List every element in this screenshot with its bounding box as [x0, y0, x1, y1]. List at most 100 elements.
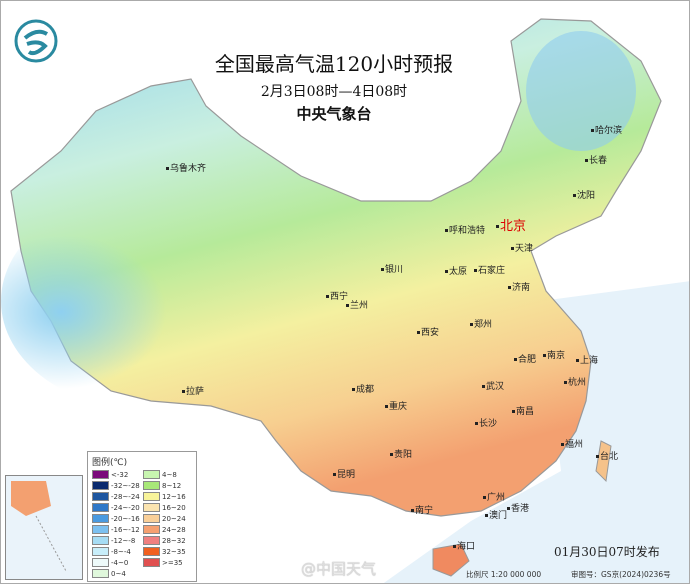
legend-swatch [143, 525, 160, 534]
legend-item: 12~16 [143, 492, 192, 501]
legend-item: 28~32 [143, 536, 192, 545]
legend-item: 16~20 [143, 503, 192, 512]
legend-swatch [92, 470, 109, 479]
legend-label: -28~-24 [111, 492, 140, 501]
legend-item: -12~-8 [92, 536, 141, 545]
city-label: 北京 [496, 215, 526, 234]
legend-swatch [143, 492, 160, 501]
sea-area [383, 281, 689, 583]
publish-time: 01月30日07时发布 [554, 545, 660, 559]
legend-item: 20~24 [143, 514, 192, 523]
legend-item: 32~35 [143, 547, 192, 556]
legend-label: 12~16 [162, 492, 186, 501]
legend-item: 4~8 [143, 470, 192, 479]
legend-item: -24~-20 [92, 503, 141, 512]
legend-swatch [143, 481, 160, 490]
city-label: 兰州 [346, 298, 368, 311]
scale: 比例尺 1:20 000 000 [466, 570, 542, 579]
legend-item: -32~-28 [92, 481, 141, 490]
legend-label: 0~4 [111, 569, 126, 578]
legend-item: >=35 [143, 558, 192, 567]
legend-item: 24~28 [143, 525, 192, 534]
legend-item: -8~-4 [92, 547, 141, 556]
issuer: 中央气象台 [296, 105, 372, 123]
city-label: 合肥 [514, 352, 536, 365]
legend-swatch [143, 558, 160, 567]
city-label: 贵阳 [390, 447, 412, 460]
city-label: 沈阳 [573, 188, 595, 201]
city-label: 南京 [543, 348, 565, 361]
legend-label: >=35 [162, 558, 183, 567]
legend-label: -32~-28 [111, 481, 140, 490]
legend-item: <-32 [92, 470, 141, 479]
legend-swatch [92, 503, 109, 512]
legend-label: -24~-20 [111, 503, 140, 512]
city-label: 南宁 [411, 503, 433, 516]
city-label: 济南 [508, 280, 530, 293]
forecast-period: 2月3日08时—4日08时 [260, 84, 408, 100]
city-label: 长春 [585, 153, 607, 166]
city-label: 广州 [483, 490, 505, 503]
city-label: 武汉 [482, 379, 504, 392]
legend-item: -16~-12 [92, 525, 141, 534]
legend-item: -4~0 [92, 558, 141, 567]
legend-label: -20~-16 [111, 514, 140, 523]
city-label: 呼和浩特 [445, 223, 485, 236]
city-label: 银川 [381, 262, 403, 275]
city-label: 澳门 [485, 508, 507, 521]
legend-item: 8~12 [143, 481, 192, 490]
legend-swatch [92, 547, 109, 556]
legend-label: 16~20 [162, 503, 186, 512]
city-label: 乌鲁木齐 [166, 161, 206, 174]
legend-title: 图例(℃) [92, 458, 128, 468]
legend-label: -4~0 [111, 558, 129, 567]
legend-swatch [143, 547, 160, 556]
city-label: 福州 [561, 437, 583, 450]
city-label: 拉萨 [182, 384, 204, 397]
legend-label: -12~-8 [111, 536, 136, 545]
city-label: 哈尔滨 [591, 123, 622, 136]
legend-label: 20~24 [162, 514, 186, 523]
legend-swatch [92, 525, 109, 534]
city-label: 天津 [511, 241, 533, 254]
city-label: 长沙 [475, 416, 497, 429]
legend-swatch [92, 514, 109, 523]
legend-label: -8~-4 [111, 547, 131, 556]
map-title: 全国最高气温120小时预报 [214, 52, 454, 76]
legend-label: 32~35 [162, 547, 186, 556]
city-label: 海口 [453, 539, 475, 552]
city-label: 杭州 [564, 375, 586, 388]
city-label: 郑州 [470, 317, 492, 330]
legend-label: 24~28 [162, 525, 186, 534]
city-label: 香港 [507, 501, 529, 514]
city-label: 上海 [576, 353, 598, 366]
city-label: 成都 [352, 382, 374, 395]
legend-swatch [143, 470, 160, 479]
legend-swatch [92, 558, 109, 567]
legend-item: 0~4 [92, 569, 141, 578]
city-label: 太原 [445, 264, 467, 277]
city-label: 南昌 [512, 404, 534, 417]
watermark: @中国天气 [301, 560, 377, 578]
south-china-sea-inset [5, 475, 83, 580]
city-label: 台北 [596, 449, 618, 462]
city-label: 西安 [417, 325, 439, 338]
legend-label: 28~32 [162, 536, 186, 545]
review-number: 审图号：GS京(2024)0236号 [571, 570, 671, 579]
legend-item: -20~-16 [92, 514, 141, 523]
legend-swatch [92, 492, 109, 501]
legend-swatch [92, 569, 109, 578]
legend-swatch [92, 481, 109, 490]
legend-swatch [143, 514, 160, 523]
city-label: 昆明 [333, 467, 355, 480]
cma-logo [14, 19, 58, 63]
legend-swatch [92, 536, 109, 545]
city-label: 西宁 [326, 289, 348, 302]
legend-label: <-32 [111, 470, 129, 479]
legend-label: 8~12 [162, 481, 182, 490]
city-label: 石家庄 [474, 263, 505, 276]
legend-label: -16~-12 [111, 525, 140, 534]
legend-item: -28~-24 [92, 492, 141, 501]
legend-swatch [143, 503, 160, 512]
